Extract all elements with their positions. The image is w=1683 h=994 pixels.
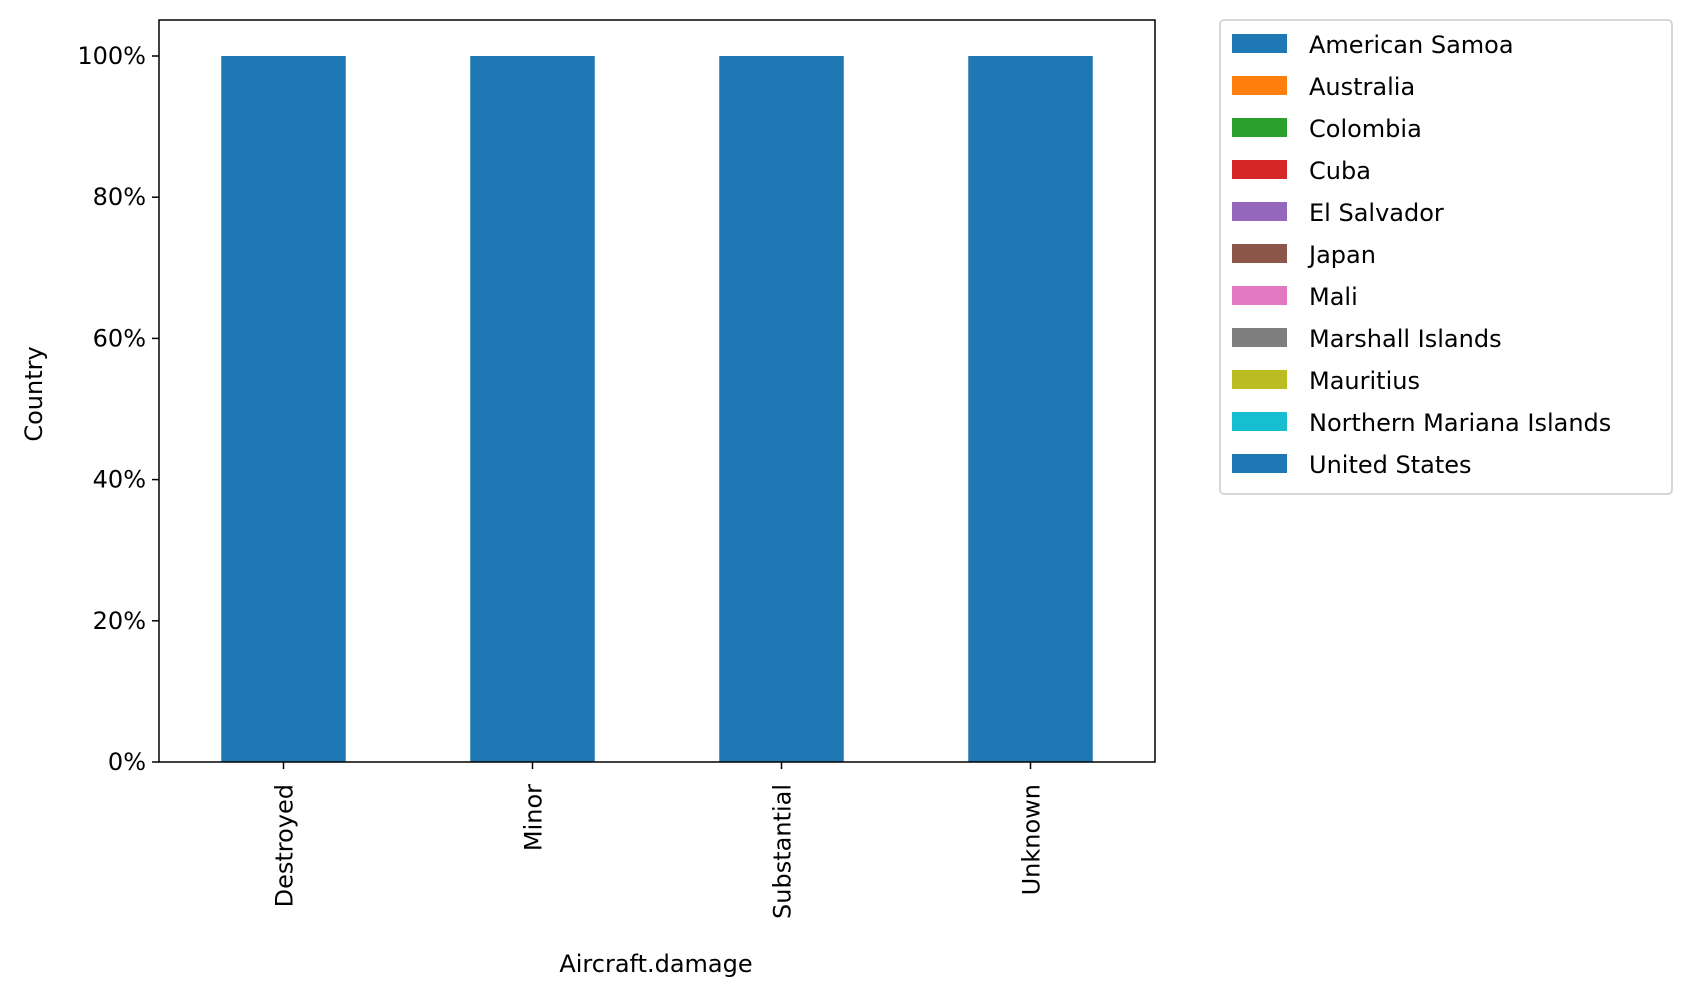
legend-swatch [1232,286,1287,305]
legend-label: Colombia [1309,115,1422,143]
y-tick-label: 20% [93,607,146,635]
x-tick-label: Unknown [1018,784,1046,895]
legend-swatch [1232,244,1287,263]
axes-layer: Destroyed Minor Substantial Unknown 0% 20% 40%… [77,19,1156,919]
x-tick-label: Substantial [769,784,797,919]
legend-swatch [1232,454,1287,473]
legend-swatch [1232,34,1287,53]
bars-layer [221,56,1093,762]
plot-frame [158,19,1156,763]
bar-minor-series-10 [470,56,595,762]
y-tick-label: 0% [108,748,146,776]
bar-destroyed-series-10 [221,56,346,762]
y-tick-label: 60% [93,324,146,352]
legend-label: Mali [1309,283,1358,311]
bar-substantial-series-10 [719,56,844,762]
x-tick-label: Minor [520,784,548,851]
y-tick-label: 40% [93,466,146,494]
legend-swatch [1232,328,1287,347]
legend-swatch [1232,202,1287,221]
legend-swatch [1232,76,1287,95]
y-tick-label: 80% [93,183,146,211]
legend-label: El Salvador [1309,199,1444,227]
legend-label: Australia [1309,73,1415,101]
legend-swatch [1232,160,1287,179]
legend: American Samoa Australia Colombia Cuba El Sa… [1219,19,1673,495]
legend-label: Cuba [1309,157,1371,185]
y-tick-label: 100% [77,42,146,70]
legend-label: Mauritius [1309,367,1420,395]
bar-unknown-series-10 [968,56,1093,762]
legend-label: Japan [1307,241,1376,269]
legend-swatch [1232,370,1287,389]
legend-label: United States [1309,451,1472,479]
x-axis-title: Aircraft.damage [559,950,752,978]
legend-swatch [1232,118,1287,137]
legend-box [1219,19,1673,495]
y-axis-title: Country [20,346,48,441]
legend-label: Marshall Islands [1309,325,1502,353]
legend-label: American Samoa [1309,31,1514,59]
legend-swatch [1232,412,1287,431]
legend-label: Northern Mariana Islands [1309,409,1611,437]
x-tick-label: Destroyed [271,784,299,907]
